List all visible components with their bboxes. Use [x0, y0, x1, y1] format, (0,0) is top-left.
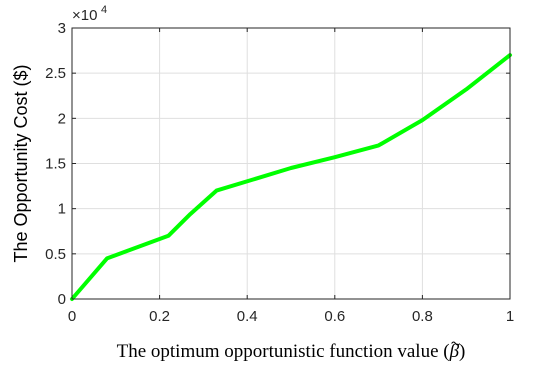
x-tick-label: 0.6	[324, 308, 345, 325]
y-tick-label: 0.5	[45, 246, 66, 263]
x-axis-label: The optimum opportunistic function value…	[117, 341, 466, 362]
x-tick-label: 1	[506, 308, 514, 325]
beta-tilde-mark	[451, 341, 461, 346]
ticks: 0 0.2 0.4 0.6 0.8 1 0 0.5 1 1.5 2 2.5 3	[45, 20, 514, 325]
x-axis-label-prefix: The optimum opportunistic function value…	[117, 341, 450, 362]
x-tick-label: 0	[68, 308, 76, 325]
y-exponent-power: 4	[101, 4, 107, 16]
grid	[72, 28, 510, 299]
x-tick-label: 0.2	[149, 308, 170, 325]
y-tick-label: 3	[58, 20, 66, 37]
y-axis-label: The Opportunity Cost ($)	[11, 64, 31, 262]
x-tick-label: 0.4	[237, 308, 258, 325]
x-axis-label-symbol: β	[449, 341, 460, 362]
y-exponent-base: ×10	[72, 7, 97, 24]
y-tick-label: 2	[58, 110, 66, 127]
x-tick-label: 0.8	[412, 308, 433, 325]
y-tick-label: 2.5	[45, 65, 66, 82]
y-tick-label: 1	[58, 201, 66, 218]
y-tick-label: 1.5	[45, 156, 66, 173]
series-line	[70, 53, 512, 301]
y-tick-label: 0	[58, 291, 66, 308]
x-axis-label-suffix: )	[459, 341, 465, 362]
